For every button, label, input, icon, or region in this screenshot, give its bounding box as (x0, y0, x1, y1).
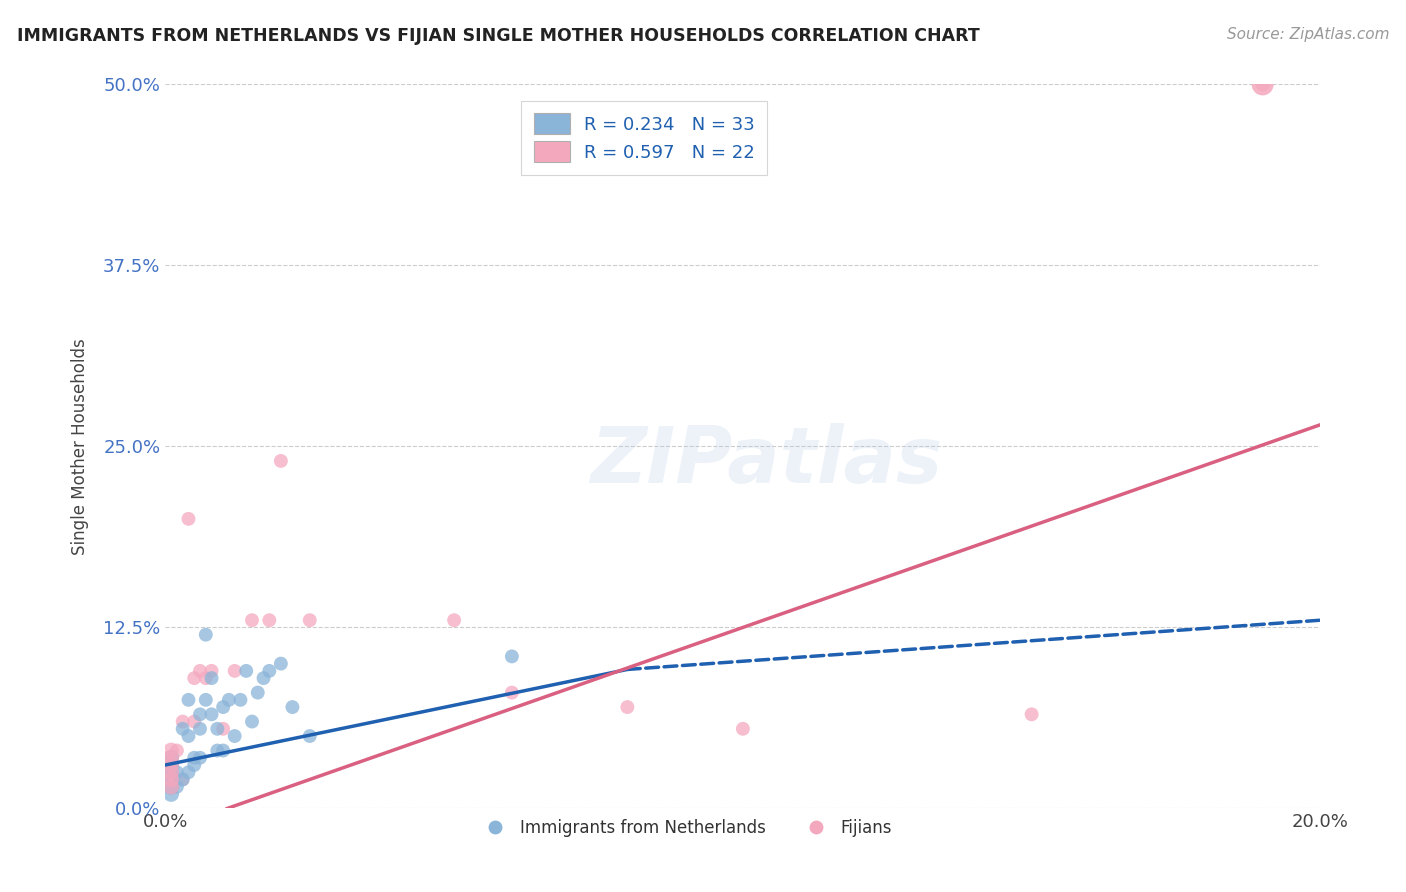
Point (1021, 707, 1043, 722)
Point (160, 765, 183, 780)
Point (177, 765, 200, 780)
Point (172, 772, 194, 787)
Point (298, 729, 321, 743)
Y-axis label: Single Mother Households: Single Mother Households (72, 338, 89, 555)
Point (166, 765, 188, 780)
Point (501, 649, 523, 664)
Point (188, 722, 211, 736)
Point (160, 772, 183, 787)
Point (183, 671, 205, 685)
Point (160, 787, 183, 801)
Point (298, 613, 321, 627)
Point (160, 751, 183, 765)
Point (224, 664, 246, 678)
Point (183, 714, 205, 729)
Point (1251, 78, 1274, 92)
Point (160, 772, 183, 787)
Point (281, 700, 304, 714)
Point (188, 707, 211, 722)
Point (177, 512, 200, 526)
Point (160, 765, 183, 780)
Point (160, 743, 183, 757)
Point (166, 780, 188, 794)
Point (172, 722, 194, 736)
Text: ZIPatlas: ZIPatlas (591, 423, 942, 499)
Point (731, 722, 754, 736)
Point (177, 693, 200, 707)
Point (229, 693, 252, 707)
Point (200, 707, 222, 722)
Point (194, 693, 217, 707)
Point (501, 685, 523, 699)
Point (172, 714, 194, 729)
Point (160, 751, 183, 765)
Point (240, 613, 263, 627)
Point (160, 758, 183, 772)
Text: Source: ZipAtlas.com: Source: ZipAtlas.com (1226, 27, 1389, 42)
Point (207, 743, 229, 757)
Point (235, 664, 257, 678)
Point (160, 772, 183, 787)
Point (252, 671, 274, 685)
Point (160, 765, 183, 780)
Point (160, 758, 183, 772)
Point (443, 613, 465, 627)
Point (183, 758, 205, 772)
Point (160, 758, 183, 772)
Point (212, 722, 235, 736)
Text: IMMIGRANTS FROM NETHERLANDS VS FIJIAN SINGLE MOTHER HOUSEHOLDS CORRELATION CHART: IMMIGRANTS FROM NETHERLANDS VS FIJIAN SI… (17, 27, 980, 45)
Point (160, 780, 183, 794)
Point (166, 743, 188, 757)
Point (259, 664, 281, 678)
Point (200, 664, 222, 678)
Point (1251, 78, 1274, 92)
Point (270, 454, 292, 468)
Point (160, 765, 183, 780)
Point (160, 772, 183, 787)
Point (224, 729, 246, 743)
Point (188, 751, 211, 765)
Point (172, 772, 194, 787)
Point (270, 657, 292, 671)
Point (240, 714, 263, 729)
Point (616, 700, 638, 714)
Point (212, 700, 235, 714)
Point (218, 693, 240, 707)
Legend: Immigrants from Netherlands, Fijians: Immigrants from Netherlands, Fijians (471, 813, 898, 844)
Point (160, 780, 183, 794)
Point (177, 729, 200, 743)
Point (207, 722, 229, 736)
Point (183, 751, 205, 765)
Point (160, 780, 183, 794)
Point (212, 743, 235, 757)
Point (200, 671, 222, 685)
Point (194, 671, 217, 685)
Point (259, 613, 281, 627)
Point (194, 628, 217, 642)
Point (188, 664, 211, 678)
Point (246, 685, 269, 699)
